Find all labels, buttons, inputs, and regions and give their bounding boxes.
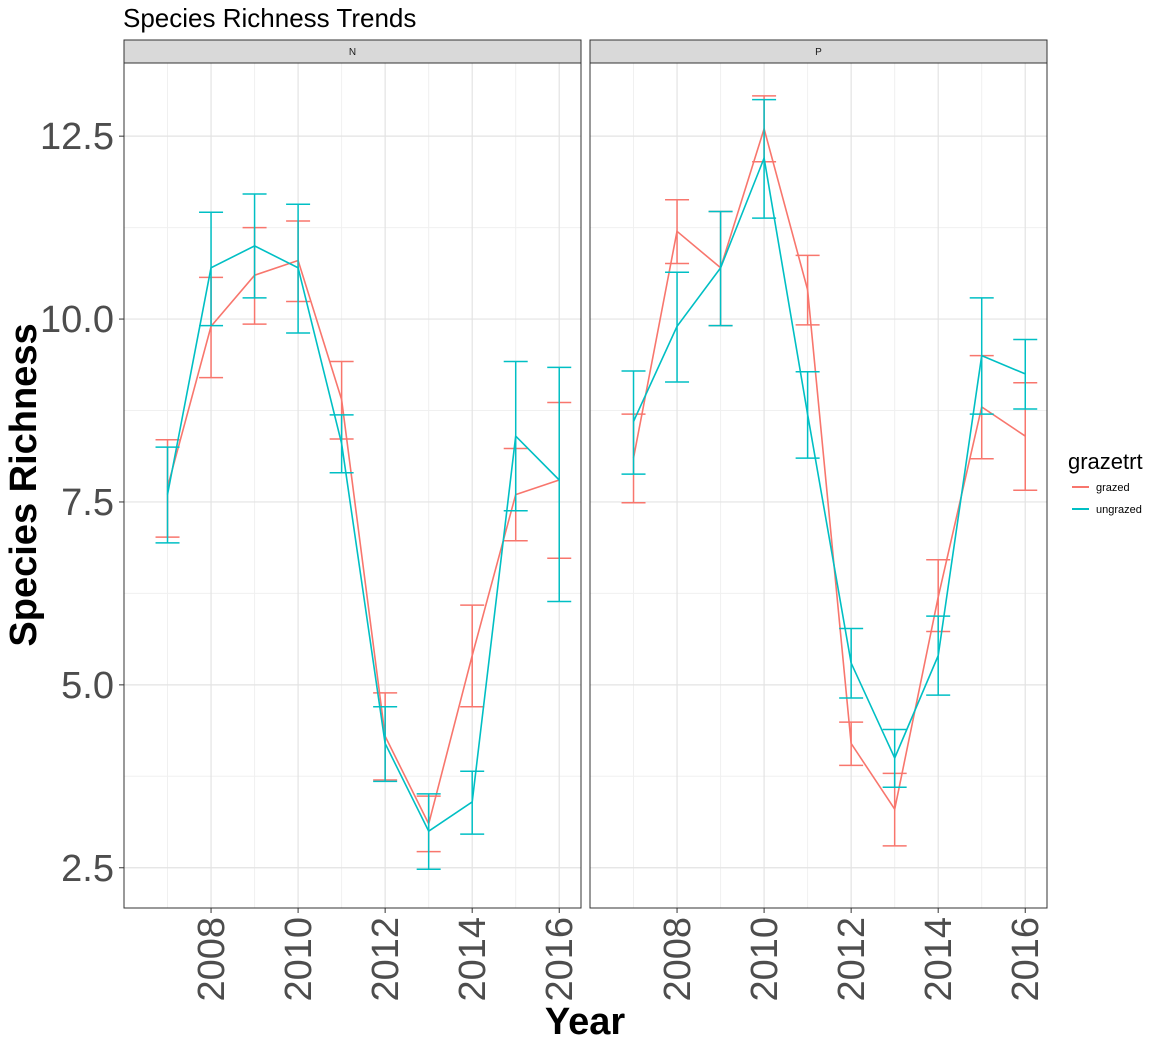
legend-items: grazed ungrazed xyxy=(1072,482,1142,516)
x-tick-label: 2008 xyxy=(191,917,233,1002)
series-line-grazed xyxy=(166,259,560,827)
panel-border xyxy=(589,62,1048,909)
y-tick-label: 7.5 xyxy=(61,482,114,524)
panel-border xyxy=(123,62,582,909)
y-tick-label: 10.0 xyxy=(40,299,114,341)
error-bar xyxy=(547,366,572,603)
x-tick-label: 2016 xyxy=(539,917,581,1002)
facet-panels: N 2008 2010 2012 2014 2016 P 2008 2010 2012 2014 20… xyxy=(123,39,1048,1002)
panel-N: N 2008 2010 2012 2014 2016 xyxy=(123,39,582,1002)
series-ungrazed xyxy=(621,98,1038,789)
legend-item-grazed: grazed xyxy=(1072,482,1130,494)
facet-strip-label: N xyxy=(349,47,356,58)
x-tick-label: 2008 xyxy=(657,917,699,1002)
error-bar xyxy=(155,446,180,544)
legend-title: grazetrt xyxy=(1068,449,1143,474)
x-tick-label: 2010 xyxy=(744,917,786,1002)
x-tick-label: 2014 xyxy=(918,917,960,1002)
legend-label: grazed xyxy=(1096,482,1130,494)
y-axis-ticks: 2.5 5.0 7.5 10.0 12.5 xyxy=(40,116,124,890)
panel-P: P 2008 2010 2012 2014 2016 xyxy=(589,39,1048,1002)
x-tick-label: 2012 xyxy=(365,917,407,1002)
x-tick-label: 2012 xyxy=(831,917,873,1002)
facet-strip-label: P xyxy=(815,47,822,58)
x-axis-title: Year xyxy=(545,1001,626,1040)
series-line-ungrazed xyxy=(166,245,560,833)
error-bar xyxy=(1013,338,1038,410)
legend: grazetrt grazed ungrazed xyxy=(1068,449,1143,516)
legend-item-ungrazed: ungrazed xyxy=(1072,504,1142,516)
y-tick-label: 5.0 xyxy=(61,665,114,707)
x-tick-label: 2014 xyxy=(452,917,494,1002)
panel-background xyxy=(590,63,1047,908)
y-tick-label: 2.5 xyxy=(61,848,114,890)
x-tick-label: 2010 xyxy=(278,917,320,1002)
y-axis-title: Species Richness xyxy=(3,323,45,646)
series-line-ungrazed xyxy=(632,155,1026,760)
y-tick-label: 12.5 xyxy=(40,116,114,158)
x-tick-label: 2016 xyxy=(1005,917,1047,1002)
legend-label: ungrazed xyxy=(1096,504,1142,516)
chart-title: Species Richness Trends xyxy=(123,3,416,33)
error-bar xyxy=(621,370,646,475)
series-ungrazed xyxy=(155,193,572,870)
